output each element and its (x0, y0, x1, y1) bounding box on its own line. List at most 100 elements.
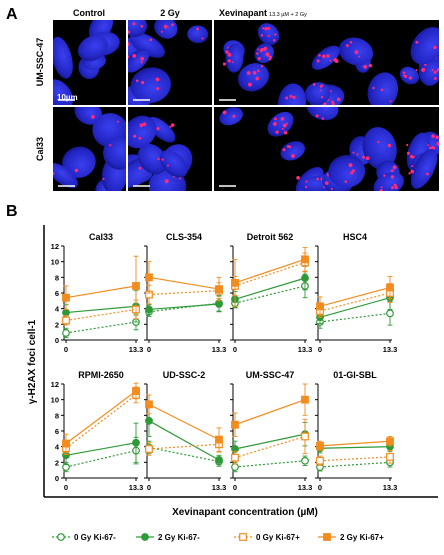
focus-dot (247, 82, 252, 87)
focus-dot (440, 53, 442, 55)
focus-dot (392, 165, 397, 170)
series-line (148, 403, 220, 441)
focus-dot (315, 114, 319, 118)
focus-dot (275, 130, 279, 134)
series-line (65, 442, 137, 456)
focus-dot (330, 187, 333, 190)
data-point (145, 445, 153, 453)
focus-dot (267, 26, 271, 30)
focus-dot (316, 177, 319, 181)
focus-dot (404, 74, 408, 78)
focus-dot (156, 87, 160, 91)
y-tick-label: 0 (55, 336, 59, 345)
focus-dot (337, 98, 340, 101)
x-tick-label: 13.3 (129, 345, 144, 354)
focus-dot (257, 48, 260, 51)
col-header-xevinapant-suffix: 13.3 µM + 2 Gy (269, 12, 307, 18)
series-line (65, 305, 137, 314)
micrograph-5 (214, 107, 439, 191)
series-line (234, 460, 306, 468)
focus-dot (331, 100, 335, 104)
focus-dot (426, 172, 429, 176)
x-tick-label: 0 (233, 345, 237, 354)
legend-label: 0 Gy Ki-67- (74, 533, 116, 542)
micrograph-0 (53, 20, 126, 105)
focus-dot (433, 45, 437, 50)
x-tick-label: 0 (64, 483, 68, 492)
series-line (65, 394, 137, 449)
focus-dot (362, 65, 365, 68)
chart-0: Cal33 0 2 4 6 8 10 12 0 13.3 (51, 232, 144, 354)
nucleus (129, 32, 165, 58)
series-2 (62, 299, 140, 326)
focus-dot (431, 134, 435, 139)
x-tick-label: 0 (233, 483, 237, 492)
nucleus (311, 45, 340, 70)
chart-title: RPMI-2650 (78, 370, 124, 380)
focus-dot (352, 151, 355, 154)
nucleus (280, 141, 305, 161)
data-point (301, 274, 309, 283)
y-tick-label: 6 (55, 427, 59, 436)
legend-marker (57, 533, 65, 541)
chart-title: Detroit 562 (247, 232, 294, 242)
legend-marker (239, 533, 247, 541)
focus-dot (321, 117, 325, 120)
focus-dot (149, 38, 153, 42)
focus-dot (281, 128, 284, 131)
x-tick-label: 0 (147, 345, 151, 354)
data-point (316, 302, 324, 311)
focus-dot (433, 77, 437, 80)
micrograph-4 (128, 107, 212, 191)
focus-dot (257, 57, 261, 61)
micrograph-2 (214, 20, 442, 105)
focus-dot (354, 50, 359, 55)
focus-dot (305, 180, 308, 183)
focus-dot (102, 177, 105, 181)
focus-dot (318, 54, 321, 57)
focus-dot (402, 74, 405, 77)
legend: 0 Gy Ki-67- 2 Gy Ki-67- 0 Gy Ki-67+ 2 Gy Ki… (52, 533, 384, 542)
data-point (386, 309, 394, 318)
series-line (148, 290, 220, 296)
nucleus (128, 115, 157, 149)
focus-dot (128, 30, 131, 34)
focus-dot (140, 80, 145, 85)
focus-dot (132, 53, 137, 58)
focus-dot (349, 40, 353, 44)
data-point (386, 437, 394, 446)
focus-dot (333, 57, 338, 62)
focus-dot (156, 127, 160, 131)
chart-4: RPMI-2650 0 2 4 6 8 10 12 0 13.3 (51, 370, 144, 492)
series-2 (231, 418, 309, 465)
focus-dot (304, 185, 308, 189)
focus-dot (273, 122, 277, 126)
focus-dot (292, 95, 296, 99)
focus-dot (164, 179, 169, 184)
legend-item-1: 2 Gy Ki-67- (136, 533, 200, 542)
series-3 (231, 383, 309, 437)
y-tick-label: 2 (55, 320, 59, 329)
nucleus (53, 36, 73, 79)
focus-dot (257, 69, 260, 73)
focus-dot (289, 94, 293, 98)
y-tick-label: 10 (51, 396, 59, 405)
focus-dot (135, 79, 139, 83)
focus-dot (128, 42, 130, 46)
series-0 (62, 436, 140, 473)
focus-dot (394, 186, 398, 190)
focus-dot (421, 67, 426, 72)
focus-dot (170, 123, 175, 127)
micrograph-3 (53, 107, 126, 191)
nucleus (277, 83, 307, 105)
x-tick-label: 13.3 (129, 483, 144, 492)
data-point (145, 273, 153, 282)
data-point (145, 305, 153, 314)
focus-dot (225, 50, 229, 54)
focus-dot (368, 63, 373, 68)
focus-dot (348, 163, 353, 168)
nucleus (159, 150, 188, 178)
focus-dot (391, 186, 395, 190)
focus-dot (296, 175, 300, 180)
